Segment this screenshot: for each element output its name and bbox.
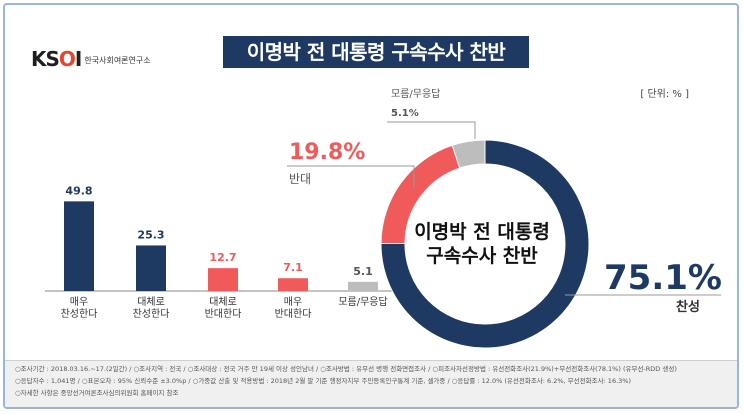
bar-category-label-0-0: 매우: [70, 296, 88, 308]
bar-value-label-0: 49.8: [65, 184, 92, 197]
bar-category-label-2-0: 대체로: [209, 296, 237, 308]
donut-value-label-2: 5.1%: [391, 108, 419, 119]
bar-0: [64, 201, 94, 291]
donut-leader-line-2: [387, 121, 476, 139]
logo-mark: KSOI: [31, 47, 82, 71]
page-title: 이명박 전 대통령 구속수사 찬반: [223, 36, 529, 68]
donut-slice-0: [380, 139, 590, 349]
bar-category-label-1-0: 대체로: [137, 296, 165, 308]
chart-frame: KSOI 한국사회여론연구소 이명박 전 대통령 구속수사 찬반 [ 단위: % …: [3, 3, 739, 409]
donut-slice-label-0: 찬성: [676, 299, 700, 315]
donut-slice-label-1: 반대: [289, 172, 311, 186]
bar-category-label-3-0: 매우: [284, 296, 302, 308]
logo-org: 한국사회여론연구소: [84, 56, 151, 65]
bar-4: [348, 281, 378, 291]
bar-3: [278, 278, 308, 291]
footer-line-1: ○조사기간 : 2018.03.16.~17.(2일간) / ○조사지역 : 전…: [15, 365, 677, 373]
bar-2: [208, 268, 238, 291]
donut-slice-label-2: 모름/무응답: [391, 88, 440, 100]
donut-value-label-1: 19.8%: [289, 140, 365, 165]
bar-value-label-2: 12.7: [209, 251, 236, 264]
bar-category-label-4-0: 모름/무응답: [338, 296, 387, 308]
bar-value-label-3: 7.1: [283, 261, 303, 274]
bar-category-label-3-1: 반대한다: [275, 308, 312, 320]
unit-label: [ 단위: % ]: [640, 89, 689, 100]
bar-category-label-1-1: 찬성한다: [133, 308, 170, 320]
logo: KSOI 한국사회여론연구소: [31, 47, 151, 71]
chart-canvas: 49.8매우찬성한다25.3대체로찬성한다12.7대체로반대한다7.1매우반대한…: [45, 88, 722, 349]
donut-value-label-0: 75.1%: [604, 258, 722, 298]
donut-center-label-1: 구속수사 찬반: [426, 245, 538, 267]
donut-slice-2: [451, 139, 486, 169]
donut-leader-line-1: [287, 165, 415, 187]
bar-1: [136, 245, 166, 291]
bar-category-label-2-1: 반대한다: [205, 308, 242, 320]
footer-line-3: ○자세한 사항은 중앙선거여론조사심의위원회 홈페이지 참조: [15, 389, 179, 397]
footer-line-2: ○응답자수 : 1,041명 / ○표본오차 : 95% 신뢰수준 ±3.0%p…: [15, 377, 631, 385]
survey-footer: ○조사기간 : 2018.03.16.~17.(2일간) / ○조사지역 : 전…: [5, 360, 737, 407]
bar-value-label-4: 5.1: [353, 265, 373, 278]
bar-category-label-0-1: 찬성한다: [61, 308, 98, 320]
donut-center-label-0: 이명박 전 대통령: [414, 221, 550, 243]
bar-value-label-1: 25.3: [137, 228, 164, 241]
